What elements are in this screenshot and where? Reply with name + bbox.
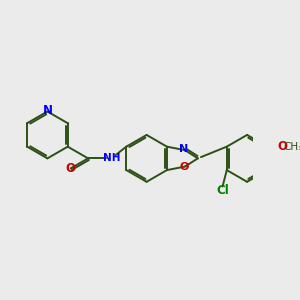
Text: O: O bbox=[179, 162, 189, 172]
Text: N: N bbox=[42, 104, 52, 117]
Text: N: N bbox=[179, 144, 189, 154]
Text: O: O bbox=[277, 140, 287, 153]
Text: O: O bbox=[66, 162, 76, 175]
Text: CH₃: CH₃ bbox=[284, 142, 300, 152]
Text: Cl: Cl bbox=[216, 184, 229, 197]
Text: NH: NH bbox=[103, 152, 120, 163]
